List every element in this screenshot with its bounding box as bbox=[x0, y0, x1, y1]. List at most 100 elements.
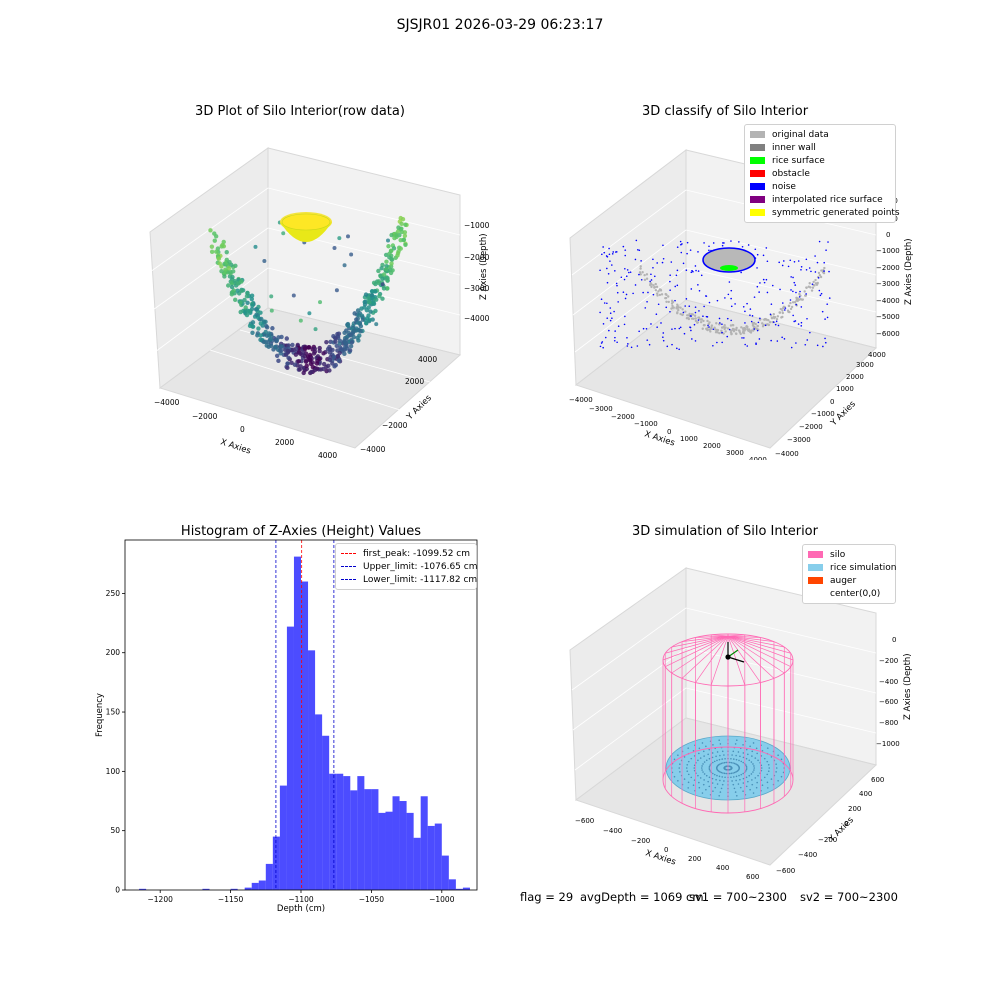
rice-simulation-point bbox=[703, 773, 706, 775]
noise-point bbox=[814, 271, 817, 273]
noise-point bbox=[692, 270, 694, 273]
raw-data-point bbox=[364, 316, 370, 321]
rice-simulation-point bbox=[708, 767, 711, 769]
raw-data-point bbox=[228, 271, 233, 276]
classified-point bbox=[658, 293, 662, 297]
noise-point bbox=[698, 310, 700, 312]
rice-simulation-point bbox=[737, 751, 740, 753]
noise-point bbox=[616, 284, 618, 287]
rice-simulation-point bbox=[760, 755, 763, 757]
raw-data-point bbox=[333, 336, 338, 341]
histogram-bar bbox=[336, 773, 344, 890]
rice-simulation-point bbox=[673, 758, 676, 761]
noise-point bbox=[647, 291, 649, 294]
histogram-legend: first_peak: -1099.52 cm Upper_limit: -10… bbox=[335, 543, 477, 590]
rice-simulation-point bbox=[756, 752, 758, 755]
classified-point bbox=[812, 280, 815, 284]
noise-point bbox=[693, 323, 696, 326]
classified-point bbox=[823, 266, 826, 270]
classified-point bbox=[722, 326, 725, 329]
classified-point bbox=[696, 321, 699, 324]
classified-point bbox=[717, 323, 721, 326]
panel2-title: 3D classify of Silo Interior bbox=[641, 104, 809, 119]
p4-ztick: −400 bbox=[879, 678, 898, 686]
rice-simulation-point bbox=[760, 779, 763, 781]
noise-point bbox=[691, 269, 693, 272]
noise-point bbox=[671, 328, 673, 330]
classified-point bbox=[766, 323, 769, 326]
noise-point bbox=[625, 275, 628, 278]
p1-xlabel: X Axies bbox=[219, 437, 252, 456]
classified-point bbox=[740, 326, 743, 329]
rice-simulation-point bbox=[705, 745, 707, 748]
noise-point bbox=[662, 257, 665, 260]
rice-simulation-point bbox=[716, 759, 718, 762]
noise-point bbox=[703, 242, 705, 244]
noise-point bbox=[698, 289, 701, 292]
silo-roof-wire bbox=[671, 635, 729, 674]
noise-point bbox=[642, 327, 645, 330]
classified-point bbox=[654, 289, 658, 292]
noise-point bbox=[805, 268, 808, 271]
raw-data-point bbox=[285, 361, 290, 366]
raw-data-point bbox=[301, 370, 306, 376]
noise-point bbox=[700, 274, 703, 277]
noise-point bbox=[669, 274, 671, 277]
noise-point bbox=[670, 261, 673, 263]
raw-data-point bbox=[264, 325, 270, 330]
raw-data-point bbox=[239, 288, 244, 294]
silo-roof-wire bbox=[727, 635, 761, 683]
noise-point bbox=[638, 273, 640, 276]
rice-simulation-point bbox=[713, 773, 716, 776]
classified-point bbox=[819, 275, 823, 279]
classified-point bbox=[639, 273, 642, 276]
noise-point bbox=[756, 329, 759, 332]
histogram-bar bbox=[413, 837, 421, 890]
raw-data-point bbox=[333, 339, 338, 344]
noise-point bbox=[694, 306, 697, 308]
noise-point bbox=[811, 283, 814, 285]
raw-data-point bbox=[250, 320, 256, 325]
rice-simulation-point bbox=[735, 779, 737, 782]
raw-data-point bbox=[247, 323, 253, 329]
p1-xtick: 0 bbox=[240, 425, 245, 434]
rice-simulation-point bbox=[745, 765, 748, 768]
classified-point bbox=[648, 283, 652, 287]
silo-roof-wire bbox=[711, 634, 729, 637]
noise-point bbox=[602, 323, 605, 325]
raw-data-point bbox=[383, 252, 389, 258]
noise-point bbox=[600, 342, 603, 344]
noise-point bbox=[603, 302, 606, 304]
noise-point bbox=[606, 281, 609, 284]
noise-point bbox=[764, 324, 767, 327]
noise-point bbox=[765, 247, 768, 249]
p2-xtick: 1000 bbox=[680, 435, 698, 443]
rice-simulation-point bbox=[745, 770, 747, 772]
raw-data-point bbox=[283, 352, 289, 357]
rice-simulation-point bbox=[745, 776, 748, 779]
histogram-ytick-label: 250 bbox=[106, 589, 121, 598]
raw-data-point bbox=[370, 317, 375, 322]
raw-data-point bbox=[314, 361, 320, 366]
raw-data-point bbox=[368, 309, 373, 314]
noise-point bbox=[793, 281, 796, 284]
p2-ztick: −2000 bbox=[876, 264, 900, 272]
rice-simulation-point bbox=[748, 774, 751, 777]
rice-simulation-point bbox=[720, 771, 723, 774]
noise-point bbox=[624, 297, 627, 300]
p2-xtick: −4000 bbox=[569, 396, 593, 404]
noise-point bbox=[804, 343, 807, 346]
classified-point bbox=[645, 273, 649, 276]
noise-point bbox=[775, 320, 778, 323]
rice-simulation-point bbox=[687, 760, 690, 763]
rice-simulation-point bbox=[753, 765, 755, 767]
raw-data-point bbox=[266, 344, 271, 349]
p4-xtick: −400 bbox=[603, 827, 622, 835]
raw-data-point bbox=[373, 308, 378, 314]
noise-point bbox=[828, 297, 831, 299]
panel4-legend: silo rice simulation auger center(0,0) bbox=[802, 544, 896, 604]
noise-point bbox=[676, 246, 679, 248]
raw-data-point bbox=[245, 308, 250, 313]
classified-point bbox=[801, 298, 805, 301]
noise-point bbox=[716, 299, 719, 302]
